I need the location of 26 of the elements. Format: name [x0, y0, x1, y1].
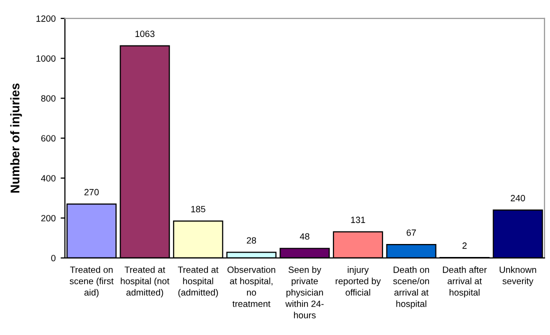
- y-tick-label: 200: [41, 214, 56, 222]
- y-tick-label: 600: [41, 135, 56, 142]
- data-label: 185: [191, 206, 206, 212]
- y-tick-label: 800: [41, 95, 56, 102]
- y-axis-title: Number of injuries: [10, 83, 22, 193]
- x-tick-label: injury reported by official: [336, 266, 381, 296]
- x-tick-label: Seen by private physician within 24- hours: [285, 266, 324, 318]
- x-tick-label: Treated at hospital (not admitted): [120, 266, 170, 298]
- data-label: 131: [351, 216, 366, 224]
- x-tick-label: Death after arrival at hospital: [442, 266, 487, 298]
- data-label: 48: [300, 233, 310, 240]
- data-label: 2: [462, 242, 467, 249]
- x-tick-label: Observation at hospital, no treatment: [228, 266, 276, 307]
- y-tick-label: 1200: [36, 15, 56, 22]
- y-tick-label: 400: [41, 175, 56, 182]
- x-tick-label: Treated at hospital (admitted): [178, 266, 218, 298]
- y-tick-label: 1000: [36, 55, 56, 62]
- data-label: 270: [84, 188, 99, 196]
- data-label: 67: [406, 229, 416, 236]
- data-label: 28: [246, 237, 256, 244]
- x-tick-label: Treated on scene (first aid): [70, 266, 114, 298]
- x-tick-label: Unknown severity: [500, 266, 536, 286]
- data-label: 240: [510, 194, 526, 202]
- y-tick-label: 0: [51, 254, 56, 262]
- data-label: 1063: [135, 30, 154, 38]
- x-tick-label: Death on scene/on arrival at hospital: [393, 266, 430, 309]
